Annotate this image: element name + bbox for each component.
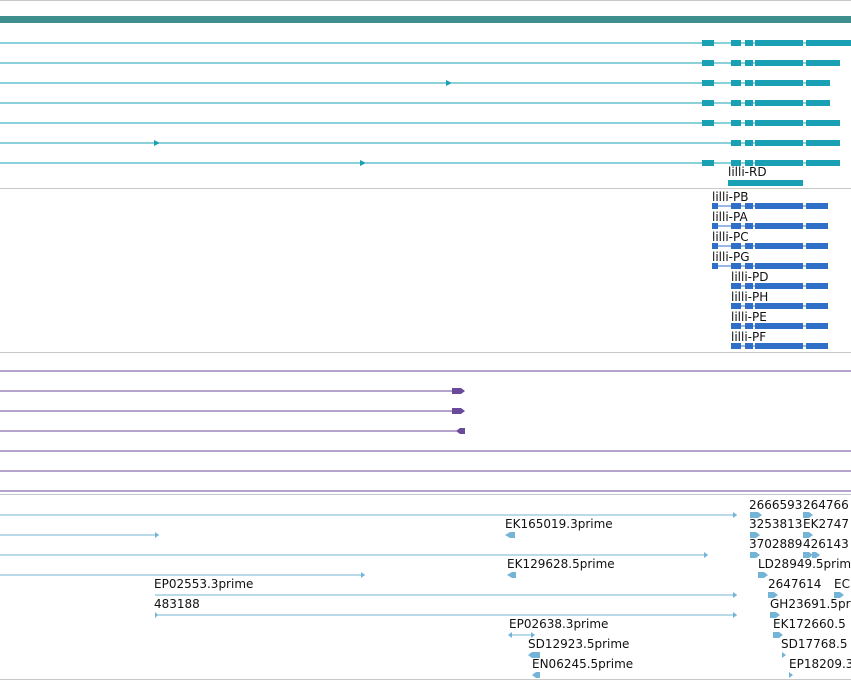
est-label: EP02638.3prime	[509, 617, 609, 631]
track-separator-2	[0, 352, 851, 353]
est-label: SD12923.5prime	[528, 637, 630, 651]
protein-label: lilli-PE	[731, 310, 767, 324]
est-label: EK165019.3prime	[505, 517, 613, 531]
gene-band	[0, 16, 851, 23]
protein-label: lilli-PF	[731, 330, 767, 344]
est-label: LD28949.5prim	[758, 557, 851, 571]
track-separator-3	[0, 494, 851, 495]
est-label: 426143	[803, 537, 849, 551]
est-label: EN06245.5prime	[532, 657, 634, 671]
track-separator-1	[0, 188, 851, 189]
est-label: SD17768.5	[781, 637, 848, 651]
est-label: GH23691.5pr	[770, 597, 851, 611]
est-label: EK172660.5	[773, 617, 846, 631]
est-label: EK129628.5prime	[507, 557, 615, 571]
est-label: 483188	[154, 597, 200, 611]
protein-label: lilli-PC	[712, 230, 749, 244]
protein-label: lilli-PD	[731, 270, 769, 284]
est-label: 3253813	[749, 517, 803, 531]
top-border	[0, 0, 851, 1]
protein-label: lilli-PG	[712, 250, 750, 264]
protein-label: lilli-PH	[731, 290, 769, 304]
est-label: EP18209.3	[789, 657, 851, 671]
est-label: EK2747	[803, 517, 849, 531]
est-label: EC3	[834, 577, 851, 591]
est-label: 2647614	[768, 577, 822, 591]
est-label: 3702889	[749, 537, 803, 551]
protein-label: lilli-PB	[712, 190, 749, 204]
protein-label: lilli-PA	[712, 210, 748, 224]
transcript-label: lilli-RD	[728, 165, 767, 179]
est-label: 2666593	[749, 498, 803, 512]
est-label: 264766	[803, 498, 849, 512]
est-label: EP02553.3prime	[154, 577, 254, 591]
